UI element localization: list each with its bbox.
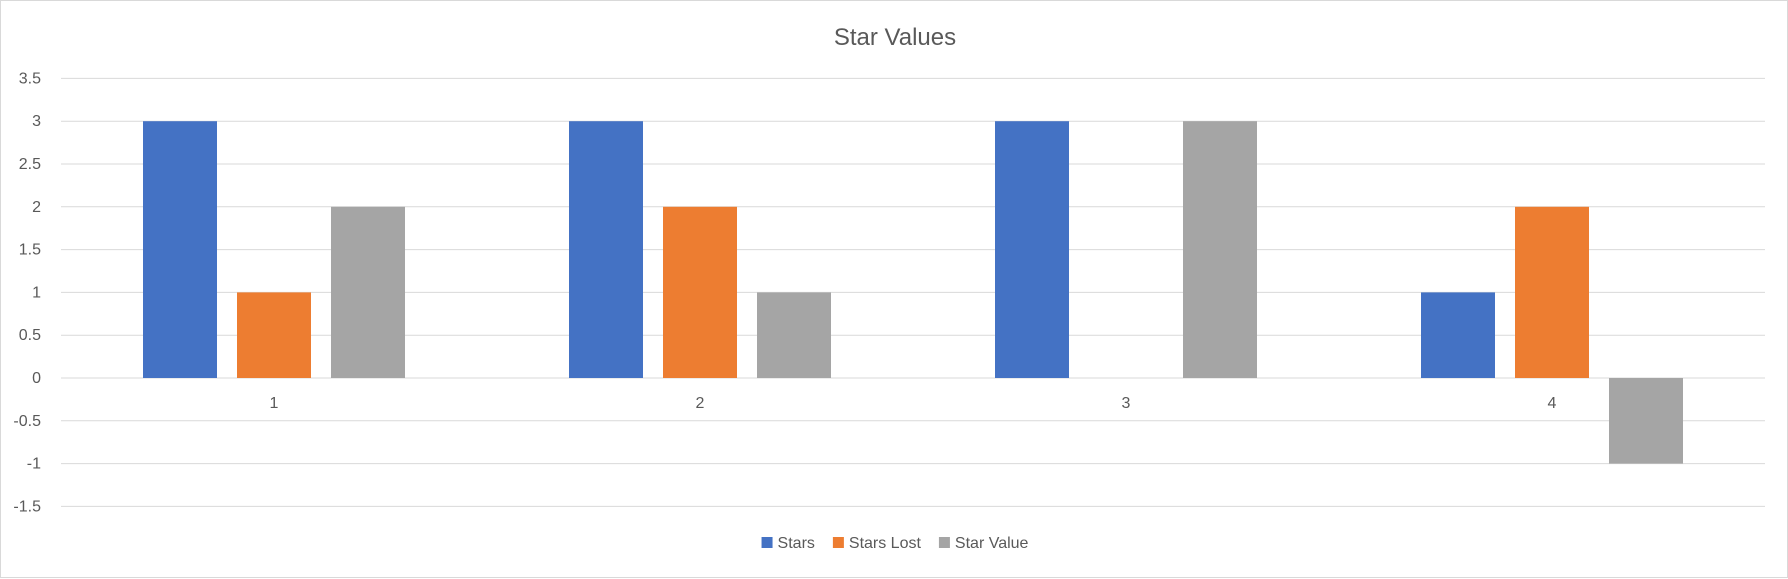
y-tick-label: 0 <box>32 370 41 387</box>
bar-stars-lost-4 <box>1515 206 1589 378</box>
bar-stars-lost-1 <box>237 292 311 378</box>
y-tick-label: -0.5 <box>13 413 41 430</box>
bar-stars-lost-2 <box>663 206 737 378</box>
bar-star-value-4 <box>1609 378 1683 464</box>
x-tick-label: 3 <box>1122 395 1131 412</box>
y-tick-label: -1.5 <box>13 498 41 515</box>
legend-label: Stars Lost <box>849 535 922 552</box>
legend: Stars Stars Lost Star Value <box>761 535 1029 552</box>
bar-star-value-3 <box>1183 121 1257 378</box>
y-axis-tick-labels: 3.5 3 2.5 2 1.5 1 0.5 0 -0.5 -1 -1.5 <box>13 70 41 515</box>
x-axis-category-labels: 1 2 3 4 <box>270 395 1557 412</box>
bar-star-value-1 <box>331 206 405 378</box>
y-tick-label: 3.5 <box>19 70 41 87</box>
legend-item: Star Value <box>938 535 1029 552</box>
legend-swatch <box>761 537 773 548</box>
x-tick-label: 1 <box>270 395 279 412</box>
y-tick-label: 2 <box>32 199 41 216</box>
y-tick-label: 1.5 <box>19 242 41 259</box>
y-tick-label: 0.5 <box>19 327 41 344</box>
bars <box>143 121 1683 464</box>
bar-stars-3 <box>995 121 1069 378</box>
legend-label: Star Value <box>955 535 1029 552</box>
y-tick-label: 3 <box>32 113 41 130</box>
y-tick-label: 2.5 <box>19 156 41 173</box>
legend-label: Stars <box>778 535 815 552</box>
legend-item: Stars <box>761 535 815 552</box>
x-tick-label: 2 <box>696 395 705 412</box>
gridlines <box>61 77 1765 507</box>
x-tick-label: 4 <box>1548 395 1557 412</box>
bar-stars-1 <box>143 121 217 378</box>
legend-item: Stars Lost <box>832 535 922 552</box>
bar-star-value-2 <box>757 292 831 378</box>
bar-stars-4 <box>1421 292 1495 378</box>
y-tick-label: -1 <box>27 456 41 473</box>
bar-stars-2 <box>569 121 643 378</box>
chart-title: Star Values <box>834 24 956 51</box>
legend-swatch <box>938 537 950 548</box>
y-tick-label: 1 <box>32 284 41 301</box>
legend-swatch <box>832 537 844 548</box>
